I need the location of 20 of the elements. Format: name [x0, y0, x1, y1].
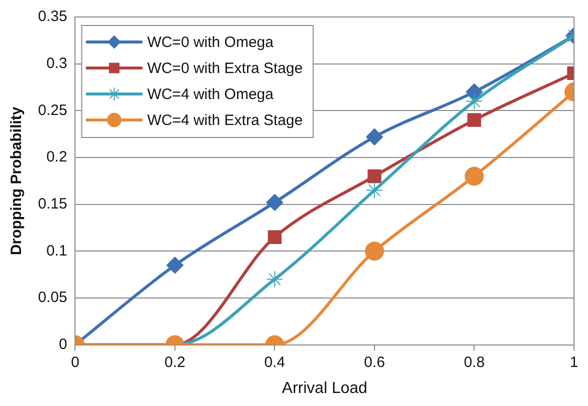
x-tick-label: 1: [570, 354, 578, 371]
x-tick-label: 0: [71, 354, 80, 371]
y-tick-label: 0.15: [38, 195, 68, 212]
y-tick-label: 0.2: [46, 148, 68, 166]
x-axis-title: Arrival Load: [282, 380, 368, 397]
legend-label: WC=4 with Extra Stage: [147, 112, 303, 130]
y-tick-label: 0.35: [38, 8, 68, 26]
y-axis-title: Dropping Probability: [8, 106, 26, 256]
x-tick-label: 0.6: [364, 354, 385, 371]
y-tick-label: 0.1: [46, 242, 68, 260]
legend-label: WC=0 with Omega: [147, 34, 274, 52]
x-tick-label: 0.8: [464, 354, 485, 371]
x-tick-label: 0.2: [164, 354, 186, 371]
y-tick-label: 0.3: [46, 54, 68, 72]
y-tick-label: 0: [58, 336, 68, 353]
legend-label: WC=0 with Extra Stage: [147, 60, 303, 78]
legend-label: WC=4 with Omega: [147, 86, 274, 104]
x-tick-label: 0.4: [264, 354, 286, 371]
y-tick-label: 0.05: [38, 289, 68, 306]
y-tick-label: 0.25: [38, 102, 68, 119]
